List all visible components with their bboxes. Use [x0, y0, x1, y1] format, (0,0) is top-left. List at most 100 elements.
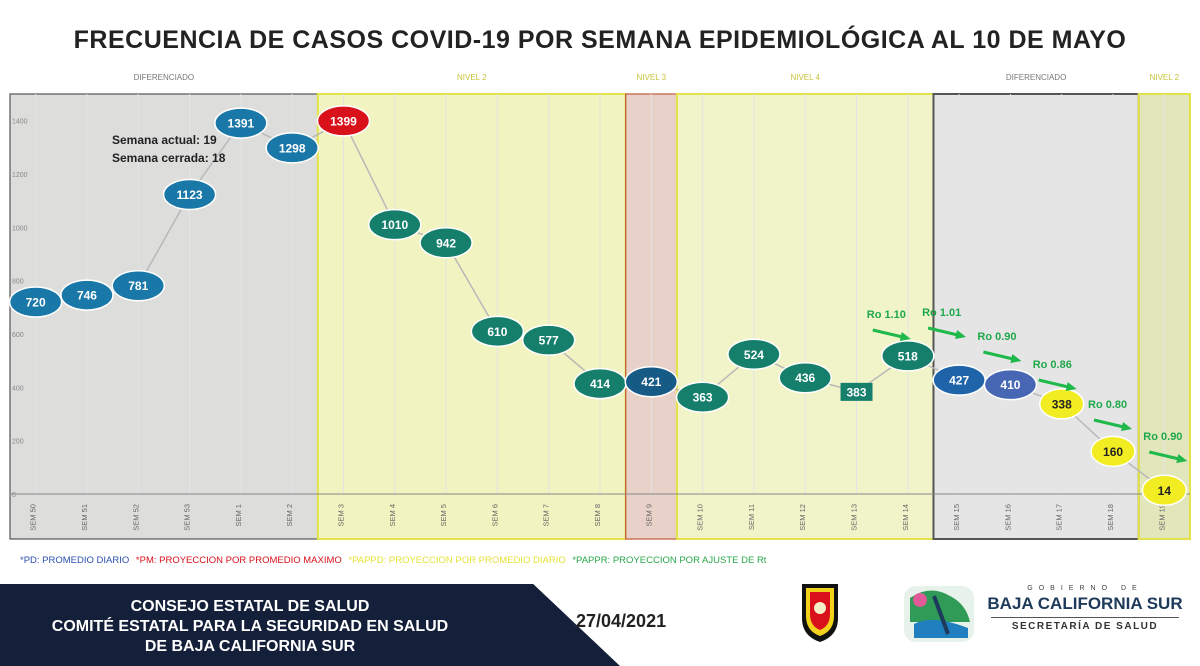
rt-label: Ro 0.90: [977, 331, 1016, 343]
rt-arrow-head: [955, 330, 967, 339]
gov-main-text: BAJA CALIFORNIA SUR: [987, 594, 1183, 613]
data-point: [624, 365, 679, 398]
data-label: 14: [1158, 484, 1172, 498]
footer-line-3: DE BAJA CALIFORNIA SUR: [144, 638, 356, 655]
data-point: [316, 105, 371, 137]
rt-arrow-head: [899, 332, 911, 341]
data-point: [881, 340, 935, 372]
data-label: 363: [693, 391, 713, 405]
data-label: 942: [436, 236, 456, 250]
data-label: 577: [539, 334, 559, 348]
legend-item-pm: *PM: PROYECCION POR PROMEDIO MAXIMO: [135, 555, 342, 566]
rt-arrow-head: [1121, 422, 1132, 431]
y-tick-label: 1200: [12, 172, 28, 179]
x-tick-label: SEM 8: [593, 504, 602, 527]
data-point: [840, 382, 873, 401]
zone-label: DIFERENCIADO: [1006, 73, 1066, 82]
chart-title: FRECUENCIA DE CASOS COVID-19 POR SEMANA …: [73, 26, 1127, 54]
data-point: [419, 227, 473, 259]
rt-arrow-head: [1010, 354, 1022, 363]
footer-band: [0, 584, 620, 666]
x-tick-label: SEM 19: [1157, 504, 1166, 531]
annotation-text: Semana cerrada: 18: [112, 151, 226, 165]
data-label: 421: [641, 375, 661, 389]
rt-label: Ro 0.86: [1033, 359, 1072, 371]
data-point: [675, 381, 730, 413]
x-tick-label: SEM 1: [234, 504, 243, 527]
y-tick-label: 200: [12, 439, 24, 446]
rt-arrow-head: [1065, 382, 1077, 391]
data-label: 427: [949, 374, 969, 388]
state-shield-icon: [802, 584, 838, 642]
data-label: 414: [590, 377, 610, 391]
data-label: 746: [77, 289, 97, 303]
data-label: 383: [847, 385, 867, 399]
x-tick-label: SEM 13: [850, 504, 859, 531]
data-label: 720: [26, 296, 46, 310]
zone-label: NIVEL 4: [790, 73, 820, 82]
x-tick-label: SEM 15: [952, 504, 961, 531]
data-point: [368, 208, 422, 241]
rt-label: Ro 1.10: [867, 309, 906, 321]
x-tick-label: SEM 9: [644, 504, 653, 527]
data-label: 1123: [177, 188, 203, 202]
data-point: [265, 132, 319, 164]
footer-council-text: CONSEJO ESTATAL DE SALUD COMITÉ ESTATAL …: [0, 597, 500, 657]
data-point: [8, 286, 63, 318]
data-label: 410: [1000, 378, 1020, 392]
rt-arrow-head: [1176, 454, 1188, 463]
data-point: [1090, 435, 1136, 468]
x-tick-label: SEM 18: [1106, 504, 1115, 531]
y-tick-label: 1400: [12, 119, 28, 126]
gov-sub-text: SECRETARÍA DE SALUD: [1011, 621, 1159, 632]
data-point: [727, 338, 781, 371]
data-point: [60, 279, 114, 311]
x-tick-label: SEM 2: [285, 504, 294, 527]
data-point: [521, 324, 576, 356]
rt-label: Ro 1.01: [922, 307, 961, 319]
y-tick-label: 800: [12, 279, 24, 286]
gov-top-text: GOBIERNO DE: [1027, 585, 1143, 592]
y-tick-label: 0: [12, 492, 16, 499]
data-point: [1038, 388, 1085, 420]
footer-line-1: CONSEJO ESTATAL DE SALUD: [130, 598, 370, 615]
legend-item-pappr: *PAPPR: PROYECCION POR AJUSTE DE Rt: [572, 555, 767, 566]
zone-label: DIFERENCIADO: [134, 73, 194, 82]
x-tick-label: SEM 4: [388, 504, 397, 527]
x-tick-label: SEM 14: [901, 504, 910, 531]
rt-label: Ro 0.80: [1088, 399, 1127, 411]
legend-item-pd: *PD: PROMEDIO DIARIO: [20, 555, 130, 566]
x-tick-label: SEM 50: [29, 504, 38, 531]
state-logos: [802, 584, 974, 642]
data-label: 1010: [381, 218, 408, 232]
covid-weekly-chart: DIFERENCIADO NIVEL 2 NIVEL 3 NIVEL 4 DIFEREN…: [8, 73, 1192, 540]
data-label: 524: [744, 348, 764, 362]
x-tick-label: SEM 51: [80, 504, 89, 531]
zone-band: [932, 93, 1140, 540]
government-brand: GOBIERNO DE BAJA CALIFORNIA SUR SECRETAR…: [985, 585, 1185, 632]
x-tick-label: SEM 5: [439, 504, 448, 527]
data-point: [470, 315, 525, 348]
data-point: [1141, 474, 1188, 507]
y-tick-label: 1000: [12, 225, 28, 232]
data-label: 436: [795, 371, 815, 385]
data-label: 338: [1052, 397, 1072, 411]
zone-band: [316, 93, 627, 540]
x-tick-label: SEM 3: [336, 504, 345, 527]
data-point: [983, 368, 1038, 401]
zone-band: [9, 93, 319, 540]
x-tick-label: SEM 52: [131, 504, 140, 531]
rt-label: Ro 0.90: [1143, 431, 1182, 443]
data-label: 160: [1103, 445, 1123, 459]
x-tick-label: SEM 6: [490, 504, 499, 527]
x-tick-label: SEM 17: [1055, 504, 1064, 531]
x-tick-label: SEM 12: [798, 504, 807, 531]
data-label: 610: [487, 325, 507, 339]
legend: *PD: PROMEDIO DIARIO *PM: PROYECCION POR…: [20, 555, 770, 566]
x-tick-label: SEM 11: [747, 504, 756, 530]
gov-divider: [991, 617, 1179, 618]
health-logo-icon: [904, 586, 974, 642]
footer-line-2: COMITÉ ESTATAL PARA LA SEGURIDAD EN SALU…: [51, 618, 449, 635]
data-point: [214, 107, 268, 139]
x-tick-label: SEM 16: [1003, 504, 1012, 531]
